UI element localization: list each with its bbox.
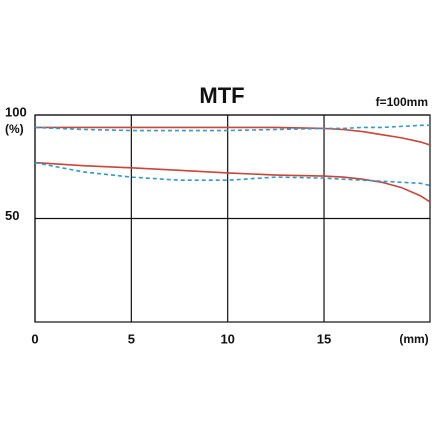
x-tick-label: 5 bbox=[128, 331, 135, 346]
mtf-line bbox=[34, 124, 430, 132]
x-tick-label: 15 bbox=[317, 331, 331, 346]
chart-subtitle: f=100mm bbox=[376, 95, 428, 109]
mtf-line bbox=[34, 161, 431, 187]
y-tick-label: 100 bbox=[5, 104, 27, 119]
x-axis-label: (mm) bbox=[399, 332, 428, 346]
x-tick-label: 10 bbox=[220, 331, 234, 346]
y-axis-label: (%) bbox=[5, 122, 24, 136]
chart-title: MTF bbox=[199, 83, 244, 108]
y-tick-label: 50 bbox=[5, 208, 19, 223]
x-tick-label: 0 bbox=[31, 331, 38, 346]
mtf-line bbox=[34, 161, 431, 203]
